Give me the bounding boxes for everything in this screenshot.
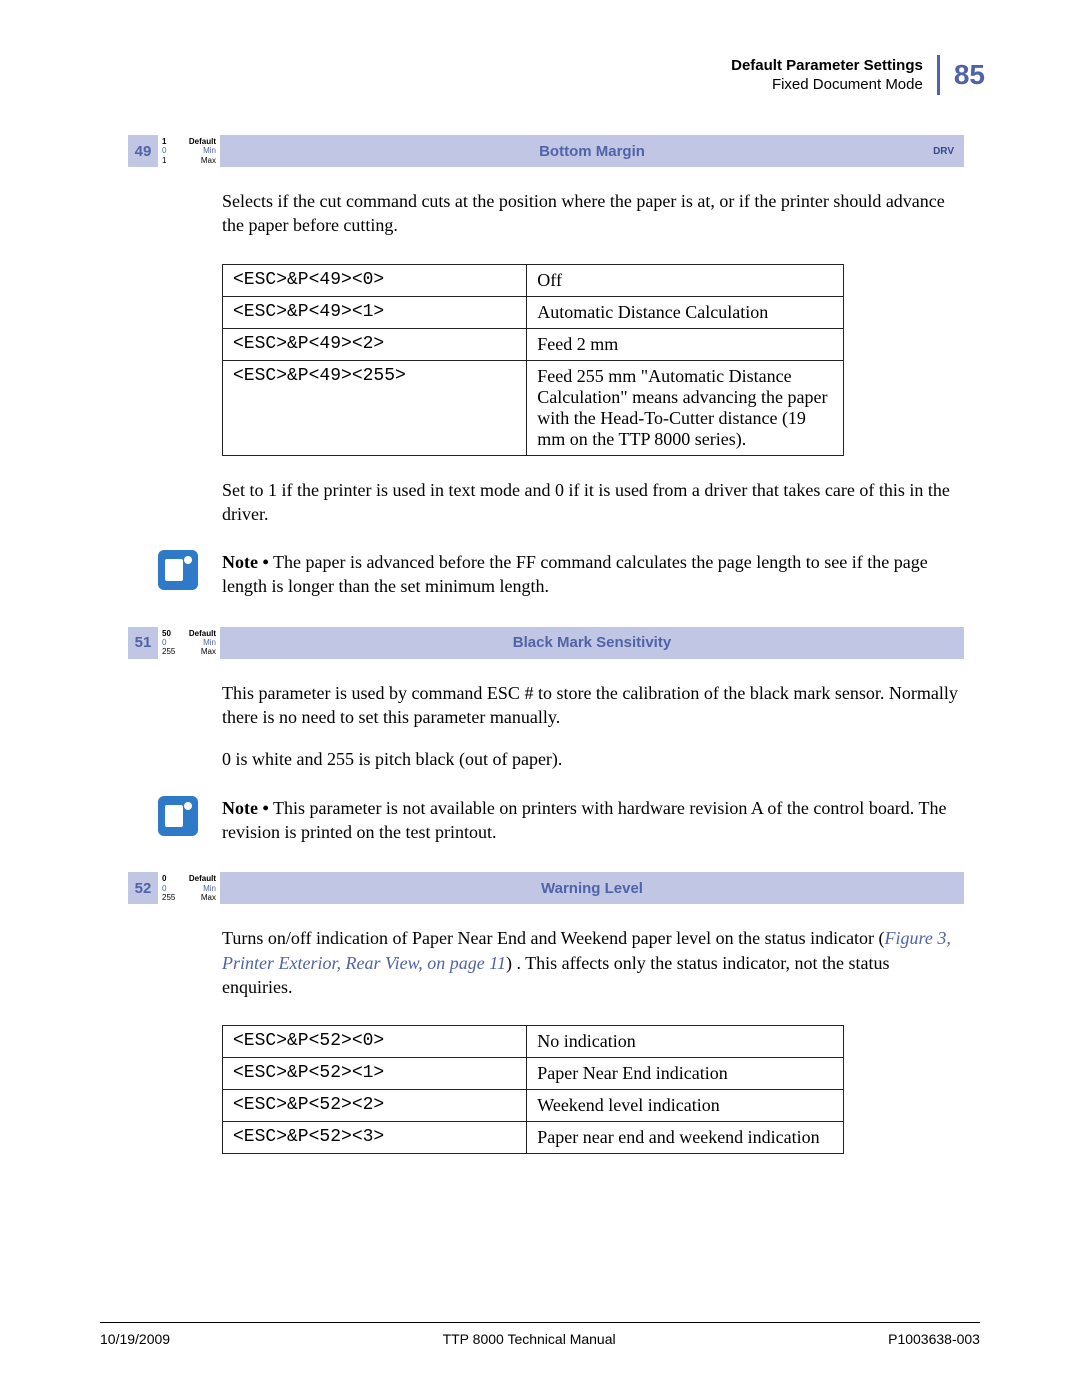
param-tag: DRV [933, 146, 954, 157]
footer-date: 10/19/2009 [100, 1331, 170, 1347]
param-52: 52 0 Default 0 Min 255 Max Warning Level Tu… [128, 872, 964, 1154]
param-title-bar: Black Mark Sensitivity [220, 627, 964, 659]
max-val: 255 [162, 893, 175, 902]
default-val: 50 [162, 629, 171, 638]
table-row: <ESC>&P<52><0>No indication [223, 1026, 844, 1058]
min-val: 0 [162, 638, 166, 647]
param-title-bar: Warning Level [220, 872, 964, 904]
max-val: 1 [162, 156, 166, 165]
command-table: <ESC>&P<52><0>No indication <ESC>&P<52><… [222, 1025, 844, 1154]
extra-text: 0 is white and 255 is pitch black (out o… [222, 747, 964, 771]
desc-cell: Paper near end and weekend indication [527, 1122, 844, 1154]
min-val: 0 [162, 884, 166, 893]
cmd-cell: <ESC>&P<52><2> [223, 1090, 527, 1122]
table-row: <ESC>&P<49><255>Feed 255 mm "Automatic D… [223, 360, 844, 455]
param-header: 51 50 Default 0 Min 255 Max Black Mark Sens… [128, 627, 964, 659]
table-row: <ESC>&P<49><2>Feed 2 mm [223, 328, 844, 360]
note-icon [158, 550, 198, 590]
param-range: 50 Default 0 Min 255 Max [158, 627, 220, 659]
cmd-cell: <ESC>&P<49><2> [223, 328, 527, 360]
header-divider [937, 55, 940, 95]
desc-cell: Automatic Distance Calculation [527, 296, 844, 328]
param-51: 51 50 Default 0 Min 255 Max Black Mark Sens… [128, 627, 964, 844]
intro-text: Selects if the cut command cuts at the p… [222, 189, 964, 238]
after-text: Set to 1 if the printer is used in text … [222, 478, 964, 527]
desc-cell: No indication [527, 1026, 844, 1058]
header-subtitle: Fixed Document Mode [731, 76, 923, 93]
max-label: Max [201, 893, 216, 902]
cmd-cell: <ESC>&P<49><0> [223, 264, 527, 296]
desc-cell: Weekend level indication [527, 1090, 844, 1122]
page-content: 49 1Default 0Min 1Max Bottom Margin DRV … [128, 135, 964, 1182]
note-prefix: Note • [222, 552, 269, 572]
min-label: Min [203, 146, 216, 155]
default-val: 1 [162, 137, 166, 146]
desc-cell: Paper Near End indication [527, 1058, 844, 1090]
param-number-badge: 51 [128, 627, 158, 659]
desc-cell: Off [527, 264, 844, 296]
cmd-cell: <ESC>&P<49><255> [223, 360, 527, 455]
min-label: Min [203, 638, 216, 647]
min-val: 0 [162, 146, 166, 155]
footer-docnum: P1003638-003 [888, 1331, 980, 1347]
note-icon [158, 796, 198, 836]
param-49: 49 1Default 0Min 1Max Bottom Margin DRV … [128, 135, 964, 599]
param-description: Turns on/off indication of Paper Near En… [222, 926, 964, 999]
desc-cell: Feed 255 mm "Automatic Distance Calculat… [527, 360, 844, 455]
max-label: Max [201, 647, 216, 656]
param-title: Black Mark Sensitivity [513, 634, 671, 651]
param-range: 1 Default 0 Min 1 Max [158, 135, 220, 167]
param-range: 0 Default 0 Min 255 Max [158, 872, 220, 904]
default-label: Default [189, 629, 216, 638]
header-text-block: Default Parameter Settings Fixed Documen… [731, 57, 923, 93]
intro-text: Turns on/off indication of Paper Near En… [222, 926, 964, 999]
param-number-badge: 49 [128, 135, 158, 167]
note-prefix: Note • [222, 798, 269, 818]
note-body: The paper is advanced before the FF comm… [222, 552, 928, 596]
param-title: Warning Level [541, 880, 643, 897]
default-label: Default [189, 874, 216, 883]
table-row: <ESC>&P<49><1>Automatic Distance Calcula… [223, 296, 844, 328]
note-body: This parameter is not available on print… [222, 798, 946, 842]
intro-text: This parameter is used by command ESC # … [222, 681, 964, 730]
min-label: Min [203, 884, 216, 893]
cmd-cell: <ESC>&P<52><0> [223, 1026, 527, 1058]
table-row: <ESC>&P<52><2>Weekend level indication [223, 1090, 844, 1122]
note-block: Note • The paper is advanced before the … [128, 550, 964, 599]
table-row: <ESC>&P<52><3>Paper near end and weekend… [223, 1122, 844, 1154]
page-number: 85 [954, 59, 985, 91]
cmd-cell: <ESC>&P<52><3> [223, 1122, 527, 1154]
param-after-text: Set to 1 if the printer is used in text … [222, 478, 964, 527]
header-title: Default Parameter Settings [731, 57, 923, 74]
intro-pre: Turns on/off indication of Paper Near En… [222, 928, 885, 948]
page-footer: 10/19/2009 TTP 8000 Technical Manual P10… [100, 1322, 980, 1347]
footer-manual: TTP 8000 Technical Manual [443, 1331, 616, 1347]
table-row: <ESC>&P<52><1>Paper Near End indication [223, 1058, 844, 1090]
page-header: Default Parameter Settings Fixed Documen… [731, 55, 985, 95]
command-table: <ESC>&P<49><0>Off <ESC>&P<49><1>Automati… [222, 264, 844, 456]
cmd-cell: <ESC>&P<49><1> [223, 296, 527, 328]
default-label: Default [189, 137, 216, 146]
max-val: 255 [162, 647, 175, 656]
note-text: Note • This parameter is not available o… [222, 796, 964, 845]
default-val: 0 [162, 874, 166, 883]
desc-cell: Feed 2 mm [527, 328, 844, 360]
cmd-cell: <ESC>&P<52><1> [223, 1058, 527, 1090]
param-number-badge: 52 [128, 872, 158, 904]
param-description: This parameter is used by command ESC # … [222, 681, 964, 772]
param-description: Selects if the cut command cuts at the p… [222, 189, 964, 238]
note-block: Note • This parameter is not available o… [128, 796, 964, 845]
param-title: Bottom Margin [539, 143, 645, 160]
note-text: Note • The paper is advanced before the … [222, 550, 964, 599]
param-header: 52 0 Default 0 Min 255 Max Warning Level [128, 872, 964, 904]
param-title-bar: Bottom Margin DRV [220, 135, 964, 167]
param-header: 49 1 Default 0 Min 1 Max Bottom Margin DRV [128, 135, 964, 167]
table-row: <ESC>&P<49><0>Off [223, 264, 844, 296]
max-label: Max [201, 156, 216, 165]
